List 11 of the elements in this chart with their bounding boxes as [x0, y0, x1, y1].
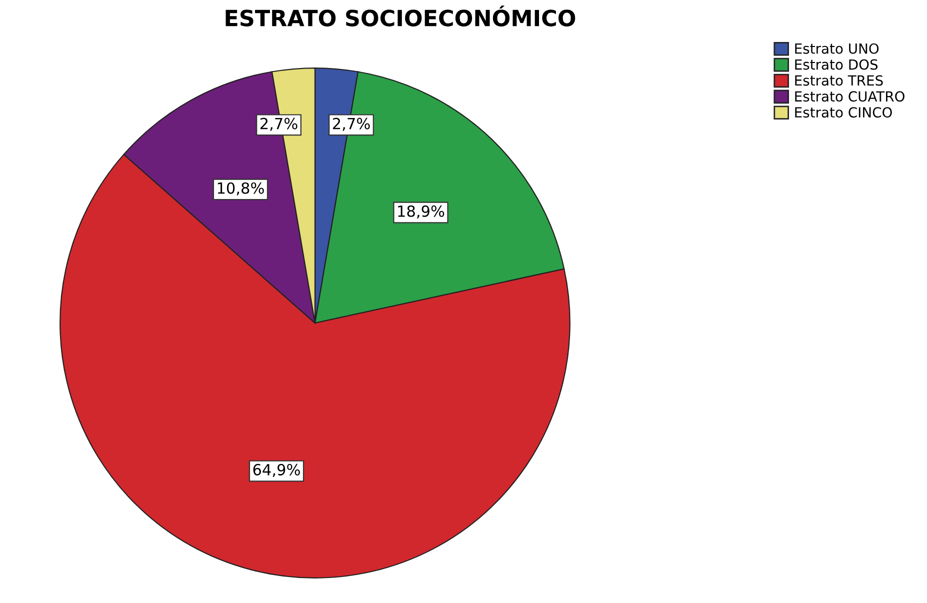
data-label: 2,7%	[332, 118, 370, 131]
legend-label: Estrato DOS	[795, 59, 878, 70]
legend-label: Estrato CINCO	[795, 107, 892, 118]
legend-label: Estrato TRES	[795, 75, 883, 86]
legend-label: Estrato CUATRO	[795, 91, 904, 102]
data-label: 18,9%	[398, 205, 444, 218]
data-label: 64,9%	[253, 464, 300, 478]
chart-title: ESTRATO SOCIOECONÓMICO	[226, 6, 576, 26]
data-label: 10,8%	[218, 182, 264, 196]
legend-label: Estrato UNO	[795, 43, 879, 54]
data-label: 2,7%	[260, 118, 298, 131]
